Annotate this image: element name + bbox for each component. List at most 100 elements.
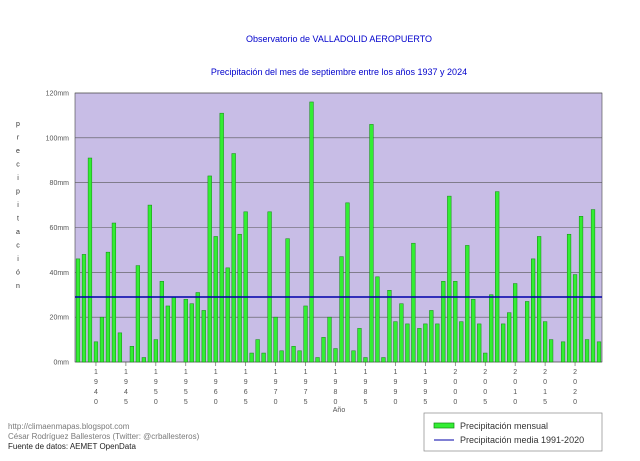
bar bbox=[309, 101, 314, 363]
bar bbox=[99, 316, 105, 363]
bar bbox=[596, 341, 602, 363]
bar bbox=[285, 238, 290, 363]
bar bbox=[375, 276, 380, 363]
bar bbox=[411, 242, 416, 363]
bar bbox=[435, 323, 440, 363]
bar bbox=[447, 195, 452, 363]
bar bbox=[531, 258, 536, 363]
bar bbox=[213, 236, 218, 363]
chart-subtitle: Precipitación del mes de septiembre entr… bbox=[211, 67, 467, 77]
bar bbox=[441, 281, 446, 363]
bar bbox=[399, 303, 404, 363]
bar bbox=[249, 352, 254, 363]
footer-url[interactable]: http://climaenmapas.blogspot.com bbox=[8, 422, 130, 431]
bar bbox=[291, 346, 296, 363]
footer-source: Fuente de datos: AEMET OpenData bbox=[8, 442, 136, 451]
bar bbox=[357, 328, 362, 363]
bar bbox=[153, 339, 158, 363]
bar bbox=[560, 341, 566, 363]
bar bbox=[543, 321, 548, 363]
bar bbox=[495, 191, 500, 363]
bar bbox=[75, 258, 81, 363]
bar bbox=[189, 303, 194, 363]
bar bbox=[525, 301, 530, 363]
bar bbox=[261, 352, 266, 363]
bar bbox=[141, 357, 146, 363]
bar bbox=[171, 296, 176, 363]
bar bbox=[459, 321, 464, 363]
y-tick-label: 40mm bbox=[50, 270, 70, 277]
bar bbox=[339, 256, 344, 363]
bar bbox=[105, 251, 111, 363]
legend-box bbox=[423, 412, 603, 452]
bar bbox=[135, 265, 140, 363]
legend: Precipitación mensual Precipitación medi… bbox=[423, 412, 603, 452]
bar bbox=[393, 321, 398, 363]
y-tick-label: 20mm bbox=[50, 315, 70, 322]
bar bbox=[321, 337, 326, 363]
bar bbox=[477, 323, 482, 363]
bar bbox=[345, 202, 350, 363]
bar bbox=[303, 305, 308, 363]
bar bbox=[195, 292, 200, 363]
bar bbox=[327, 316, 332, 363]
legend-swatch-bars bbox=[433, 422, 455, 429]
y-tick-label: 100mm bbox=[46, 135, 70, 142]
bar bbox=[507, 312, 512, 363]
bar bbox=[578, 216, 584, 363]
bar bbox=[513, 283, 518, 363]
bar bbox=[147, 204, 152, 363]
y-tick-label: 80mm bbox=[50, 180, 70, 187]
bar bbox=[273, 316, 278, 363]
bar bbox=[279, 350, 284, 363]
bar bbox=[93, 341, 99, 363]
bar bbox=[501, 323, 506, 363]
y-axis-ticks: 0mm 20mm 40mm 60mm 80mm 100mm 120mm bbox=[46, 91, 70, 367]
bar bbox=[537, 236, 542, 363]
bar bbox=[489, 294, 494, 363]
bar bbox=[423, 323, 428, 363]
bar bbox=[207, 175, 212, 363]
bar bbox=[297, 350, 302, 363]
bar bbox=[417, 328, 422, 363]
bar bbox=[465, 245, 470, 363]
bar bbox=[225, 267, 230, 363]
bar bbox=[572, 274, 578, 363]
bar bbox=[129, 346, 134, 363]
chart-title: Observatorio de VALLADOLID AEROPUERTO bbox=[246, 34, 432, 44]
bar bbox=[369, 124, 374, 363]
bar bbox=[117, 332, 123, 363]
bar bbox=[429, 310, 434, 363]
bar bbox=[231, 153, 236, 363]
bar bbox=[351, 350, 356, 363]
bar bbox=[315, 357, 320, 363]
y-tick-label: 120mm bbox=[46, 91, 70, 98]
bar bbox=[387, 290, 392, 363]
bar bbox=[219, 112, 224, 363]
bar bbox=[453, 281, 458, 363]
bar bbox=[363, 357, 368, 363]
y-tick-label: 0mm bbox=[53, 360, 69, 367]
legend-label-monthly: Precipitación mensual bbox=[460, 421, 548, 431]
bar bbox=[333, 348, 338, 363]
bar bbox=[159, 281, 164, 363]
legend-label-mean: Precipitación media 1991-2020 bbox=[460, 435, 584, 445]
bar bbox=[111, 222, 117, 363]
